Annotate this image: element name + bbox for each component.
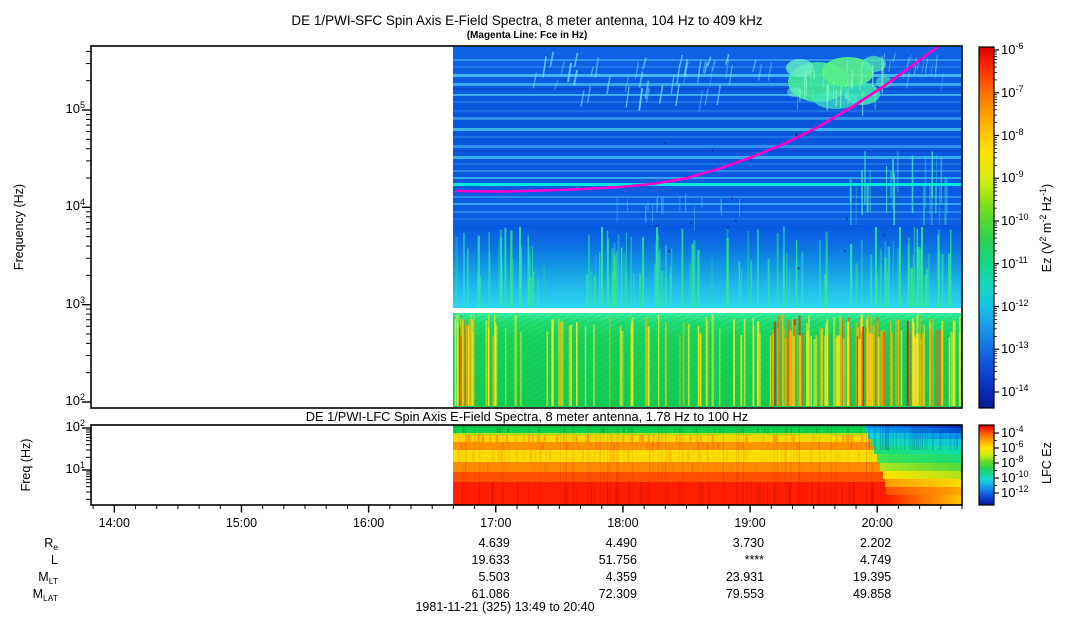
ephem-value: 72.309 <box>598 587 637 601</box>
sfc-panel-frame <box>90 45 963 409</box>
akr-patch <box>787 87 803 97</box>
ephem-value: 5.503 <box>478 570 510 584</box>
sfc-colorbar-unit-label: Ez (V2 m-2 Hz-1) <box>1038 183 1054 273</box>
ephem-value: 19.633 <box>471 553 510 567</box>
ephem-value: 61.086 <box>471 587 510 601</box>
colorbar-tick-label: 10-10 <box>1001 469 1029 485</box>
ephem-row-label: L <box>51 553 58 567</box>
lfc-y-axis-label: Freq (Hz) <box>19 438 33 492</box>
ephem-value: 23.931 <box>725 570 765 584</box>
colorbar-tick-label: 10-10 <box>1001 212 1029 228</box>
ephem-value: 79.553 <box>725 587 765 601</box>
sfc-data-region <box>453 46 962 407</box>
fce-line <box>454 46 939 193</box>
footer-date-range: 1981-11-21 (325) 13:49 to 20:40 <box>415 600 595 614</box>
ephem-value: 3.730 <box>732 536 765 550</box>
y-tick-label: 104 <box>65 197 85 214</box>
time-label: 19:00 <box>734 516 766 530</box>
ephem-row-label: MLT <box>38 570 58 586</box>
time-label: 14:00 <box>98 516 130 530</box>
colorbar-tick-label: 10-6 <box>1001 439 1024 455</box>
ephem-row-label: Re <box>44 536 58 552</box>
colorbar-tick-label: 10-8 <box>1001 126 1024 143</box>
akr-patch <box>876 76 892 88</box>
ephem-value: 51.756 <box>598 553 637 567</box>
colorbar-tick-label: 10-12 <box>1001 297 1029 314</box>
narrowband-line <box>453 183 962 186</box>
sfc-y-axis-label: Frequency (Hz) <box>12 183 26 271</box>
lfc-colorbar <box>978 424 995 506</box>
time-label: 20:00 <box>861 516 893 530</box>
y-tick-label: 102 <box>65 418 85 434</box>
ephem-value: 2.202 <box>859 536 892 550</box>
ephem-value: 19.395 <box>852 570 892 584</box>
colorbar-tick-label: 10-6 <box>1001 41 1024 57</box>
y-tick-label: 102 <box>65 392 85 408</box>
colorbar-tick-label: 10-13 <box>1001 340 1029 357</box>
ephem-value: 4.639 <box>478 536 510 550</box>
y-tick-label: 101 <box>65 460 85 476</box>
ephem-value: 4.749 <box>859 553 892 567</box>
akr-patch <box>822 57 874 87</box>
sfc-colorbar <box>978 46 995 409</box>
time-label: 16:00 <box>352 516 385 530</box>
ephem-value: 49.858 <box>852 587 892 601</box>
akr-patch <box>786 59 814 77</box>
colorbar-tick-label: 10-8 <box>1001 454 1024 470</box>
lfc-title: DE 1/PWI-LFC Spin Axis E-Field Spectra, … <box>305 409 749 424</box>
akr-patch <box>862 56 886 72</box>
time-label: 18:00 <box>607 516 639 530</box>
ephem-value: 4.490 <box>605 536 637 550</box>
ephem-value: **** <box>744 553 765 567</box>
sfc-subtitle: (Magenta Line: Fce in Hz) <box>466 30 588 41</box>
axis-ticks <box>82 49 999 513</box>
time-label: 15:00 <box>225 516 258 530</box>
colorbar-tick-label: 10-4 <box>1001 424 1024 440</box>
time-label: 17:00 <box>480 516 512 530</box>
y-tick-label: 105 <box>65 100 85 116</box>
lfc-data-region <box>453 425 962 505</box>
colorbar-tick-label: 10-7 <box>1001 83 1024 100</box>
colorbar-tick-label: 10-12 <box>1001 484 1029 500</box>
lfc-panel-frame <box>90 424 963 506</box>
ephem-row-label: MLAT <box>32 587 58 603</box>
lfc-colorbar-unit-label: LFC Ez <box>1040 442 1054 484</box>
sfc-title: DE 1/PWI-SFC Spin Axis E-Field Spectra, … <box>291 13 763 28</box>
colorbar-tick-label: 10-11 <box>1001 254 1028 271</box>
y-tick-label: 103 <box>65 294 85 311</box>
ephem-value: 4.359 <box>605 570 637 584</box>
colorbar-tick-label: 10-9 <box>1001 169 1024 186</box>
colorbar-tick-label: 10-14 <box>1001 383 1029 399</box>
